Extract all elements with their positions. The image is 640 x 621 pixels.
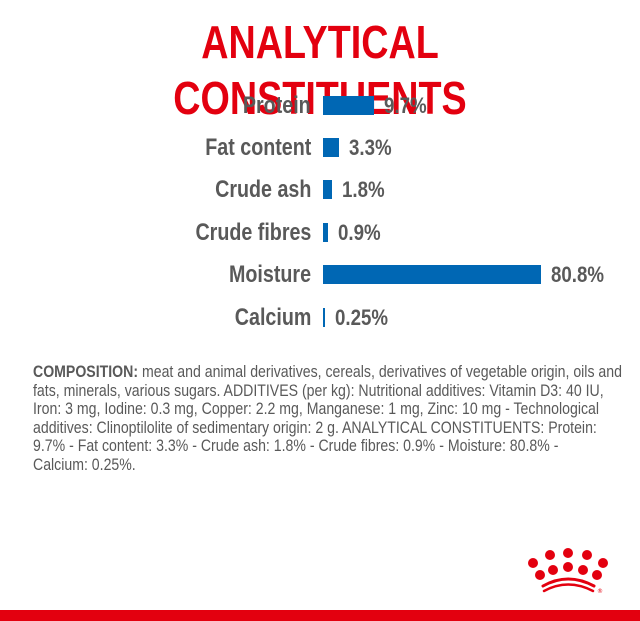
composition-line: Calcium: 0.25%. [33, 454, 136, 474]
chart-row-protein: Protein 9.7% [0, 93, 640, 119]
composition-line: fats, minerals, various sugars. ADDITIVE… [33, 380, 604, 400]
composition-text: COMPOSITION: meat and animal derivatives… [33, 362, 622, 474]
row-value: 3.3% [349, 135, 392, 160]
bar [323, 223, 328, 242]
row-label: Crude ash [214, 176, 311, 203]
row-value: 0.9% [338, 220, 381, 245]
row-value: 9.7% [384, 93, 427, 118]
composition-line: meat and animal derivatives, cereals, de… [138, 362, 622, 381]
row-label: Crude fibres [195, 219, 311, 246]
bar [323, 138, 339, 157]
row-label: Protein [243, 92, 311, 119]
composition-heading: COMPOSITION: [33, 362, 139, 381]
chart-row-crude-ash: Crude ash 1.8% [0, 177, 640, 203]
page-title: ANALYTICAL CONSTITUENTS [173, 16, 467, 124]
composition-line: additives: Clinoptilolite of sedimentary… [33, 417, 597, 437]
bar [323, 265, 541, 284]
composition-line: 9.7% - Fat content: 3.3% - Crude ash: 1.… [33, 436, 559, 455]
composition-line: Iron: 3 mg, Iodine: 0.3 mg, Copper: 2.2 … [33, 399, 600, 418]
chart-row-fat-content: Fat content 3.3% [0, 135, 640, 161]
crown-logo-icon: ® [522, 540, 612, 600]
chart-row-calcium: Calcium 0.25% [0, 305, 640, 331]
chart-row-crude-fibres: Crude fibres 0.9% [0, 220, 640, 246]
footer-red-band [0, 610, 640, 621]
row-label: Fat content [204, 134, 311, 161]
bar [323, 308, 325, 327]
row-value: 80.8% [551, 262, 605, 287]
bar [323, 96, 374, 115]
bar [323, 180, 332, 199]
row-value: 0.25% [335, 305, 389, 330]
registered-mark: ® [597, 588, 603, 595]
chart-row-moisture: Moisture 80.8% [0, 262, 640, 288]
row-label: Calcium [234, 304, 311, 331]
row-label: Moisture [228, 261, 311, 288]
row-value: 1.8% [342, 177, 385, 202]
